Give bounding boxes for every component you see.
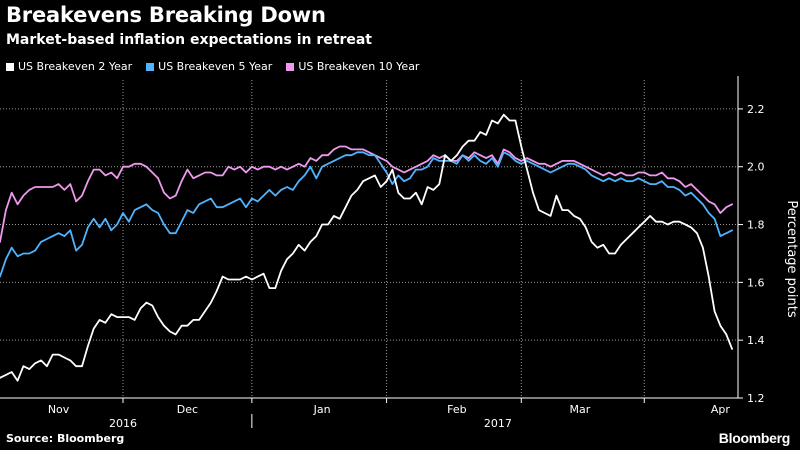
x-tick-label-nov: Nov [48,403,70,416]
x-tick-label-dec: Dec [177,403,198,416]
legend: US Breakeven 2 Year US Breakeven 5 Year … [6,60,419,73]
y-tick-label-1.6: 1.6 [747,276,765,289]
series-line-us-breakeven-5-year [0,151,733,278]
legend-label-2y: US Breakeven 2 Year [18,60,133,73]
y-tick-label-1.2: 1.2 [747,392,765,405]
legend-label-10y: US Breakeven 10 Year [298,60,420,73]
x-tick-label-apr: Apr [711,403,731,416]
y-tick-label-2.0: 2.0 [747,161,765,174]
chart-subtitle: Market-based inflation expectations in r… [6,32,372,48]
series-layer [0,113,733,382]
legend-swatch-2y [6,62,14,71]
legend-label-5y: US Breakeven 5 Year [158,60,273,73]
source-note: Source: Bloomberg [6,432,125,445]
x-tick-label-jan: Jan [313,403,331,416]
series-line-us-breakeven-2-year [0,113,733,382]
legend-swatch-10y [286,62,295,71]
y-tick-label-2.2: 2.2 [747,103,765,116]
y-tick-label-1.4: 1.4 [747,334,765,347]
chart-title: Breakevens Breaking Down [6,3,326,27]
y-axis-title: Percentage points [784,200,799,317]
legend-item-5y: US Breakeven 5 Year [146,60,272,73]
y-tick-label-1.8: 1.8 [747,219,765,232]
series-line-us-breakeven-10-year [0,145,733,243]
legend-item-2y: US Breakeven 2 Year [6,60,132,73]
year-label-2016: 2016 [109,417,137,430]
bloomberg-logo: Bloomberg [718,430,791,446]
legend-swatch-5y [146,62,155,71]
year-label-2017: 2017 [484,417,512,430]
axis-layer: 1.2 1.4 1.6 1.8 2.0 2.2 Nov Dec Jan Feb Mar Apr 2016… [0,76,799,430]
legend-item-10y: US Breakeven 10 Year [286,60,419,73]
x-tick-label-mar: Mar [569,403,590,416]
x-tick-label-feb: Feb [447,403,466,416]
